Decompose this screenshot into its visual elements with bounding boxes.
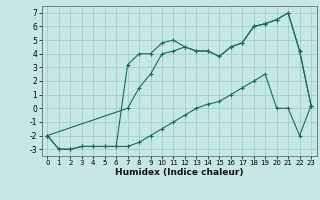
- X-axis label: Humidex (Indice chaleur): Humidex (Indice chaleur): [115, 168, 244, 177]
